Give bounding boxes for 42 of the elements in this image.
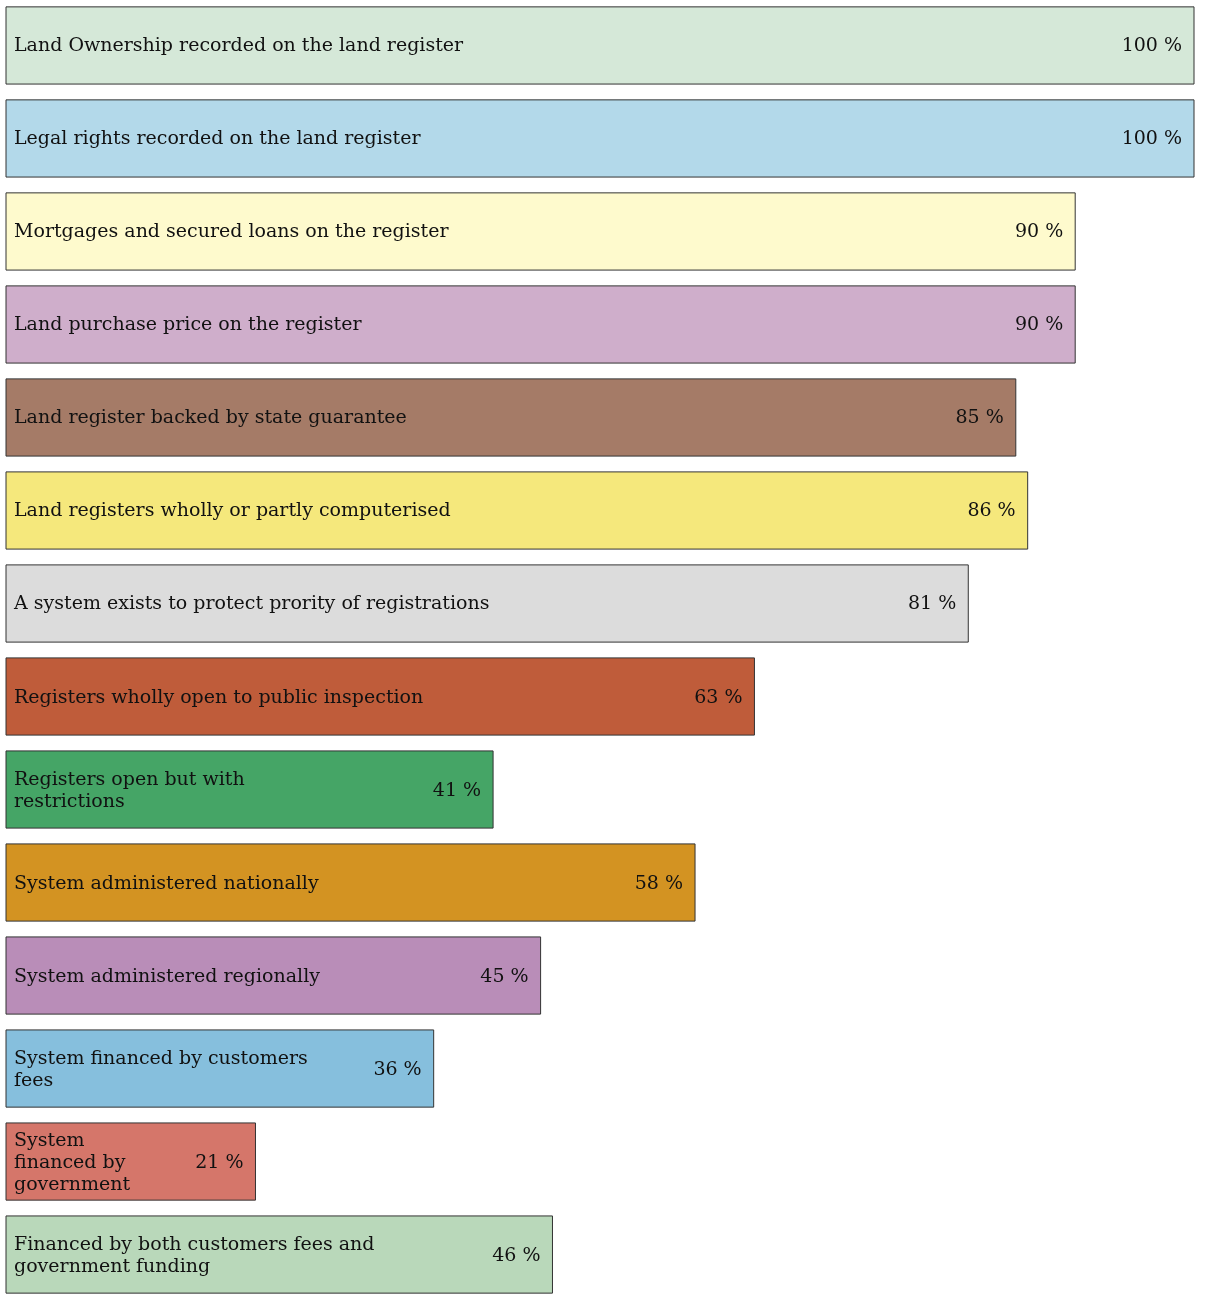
data-label: 100 % <box>1121 33 1182 56</box>
y-tick-label: Financed by both customers fees and government funding <box>14 1231 375 1276</box>
bar <box>5 192 1076 271</box>
y-tick-label: A system exists to protect prority of registrations <box>13 591 490 614</box>
bar <box>5 99 1195 178</box>
data-label: 100 % <box>1121 126 1182 149</box>
data-label: 21 % <box>195 1149 244 1172</box>
y-tick-label: Land purchase price on the register <box>14 312 363 335</box>
bar <box>5 1029 435 1108</box>
data-label: 63 % <box>694 684 743 707</box>
y-tick-label: Legal rights recorded on the land register <box>14 126 422 149</box>
bar <box>5 843 696 922</box>
bar <box>5 936 542 1015</box>
y-tick-label: Land registers wholly or partly computerised <box>14 498 451 521</box>
y-tick-label: System administered nationally <box>14 870 319 893</box>
data-label: 86 % <box>967 498 1016 521</box>
data-label: 81 % <box>908 591 957 614</box>
bar <box>5 6 1195 85</box>
data-label: 36 % <box>373 1056 422 1079</box>
data-label: 46 % <box>492 1242 541 1265</box>
data-label: 85 % <box>955 405 1004 428</box>
y-tick-label: Land register backed by state guarantee <box>14 405 407 428</box>
bar <box>5 1215 553 1294</box>
bar <box>5 564 969 643</box>
data-label: 90 % <box>1014 219 1064 242</box>
bar <box>5 471 1029 550</box>
y-tick-label: Mortgages and secured loans on the register <box>14 219 450 242</box>
y-tick-label: Registers open but with restrictions <box>14 766 245 811</box>
bar <box>5 285 1076 364</box>
y-tick-label: Land Ownership recorded on the land register <box>14 33 465 56</box>
data-label: 58 % <box>634 870 684 893</box>
bar <box>5 750 494 829</box>
y-tick-label: Registers wholly open to public inspection <box>14 684 424 707</box>
data-label: 41 % <box>432 777 482 800</box>
bar <box>5 657 755 736</box>
y-tick-label: System administered regionally <box>14 963 321 986</box>
y-tick-label: System financed by customers fees <box>14 1045 308 1090</box>
data-label: 45 % <box>480 963 529 986</box>
bar <box>5 378 1017 457</box>
bar <box>5 1122 256 1201</box>
y-tick-label: System financed by government <box>14 1127 131 1194</box>
data-label: 90 % <box>1014 312 1064 335</box>
